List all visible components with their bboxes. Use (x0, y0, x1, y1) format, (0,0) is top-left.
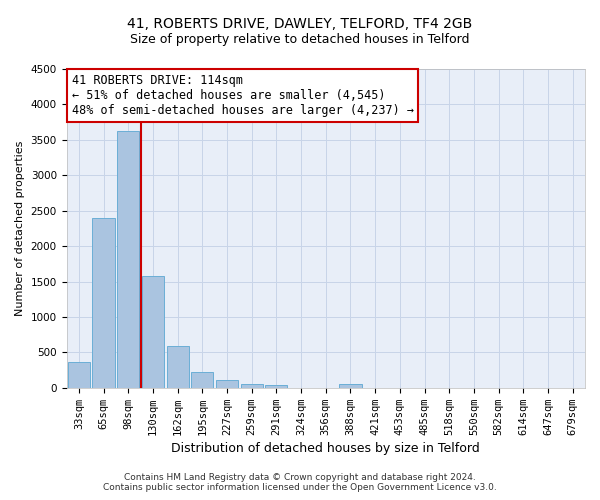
Bar (241, 384, 263, 388)
Bar (167, 346, 189, 388)
Bar (216, 380, 238, 388)
Text: Contains HM Land Registry data © Crown copyright and database right 2024.
Contai: Contains HM Land Registry data © Crown c… (103, 473, 497, 492)
Bar (117, 132, 139, 388)
Bar (68, 362, 90, 388)
Y-axis label: Number of detached properties: Number of detached properties (15, 140, 25, 316)
Text: 41, ROBERTS DRIVE, DAWLEY, TELFORD, TF4 2GB: 41, ROBERTS DRIVE, DAWLEY, TELFORD, TF4 … (127, 18, 473, 32)
Bar (191, 372, 214, 388)
X-axis label: Distribution of detached houses by size in Telford: Distribution of detached houses by size … (172, 442, 480, 455)
Bar (92, 218, 115, 388)
Bar (142, 276, 164, 388)
Text: 41 ROBERTS DRIVE: 114sqm
← 51% of detached houses are smaller (4,545)
48% of sem: 41 ROBERTS DRIVE: 114sqm ← 51% of detach… (72, 74, 414, 117)
Text: Size of property relative to detached houses in Telford: Size of property relative to detached ho… (130, 32, 470, 46)
Bar (340, 384, 362, 388)
Bar (265, 386, 287, 388)
